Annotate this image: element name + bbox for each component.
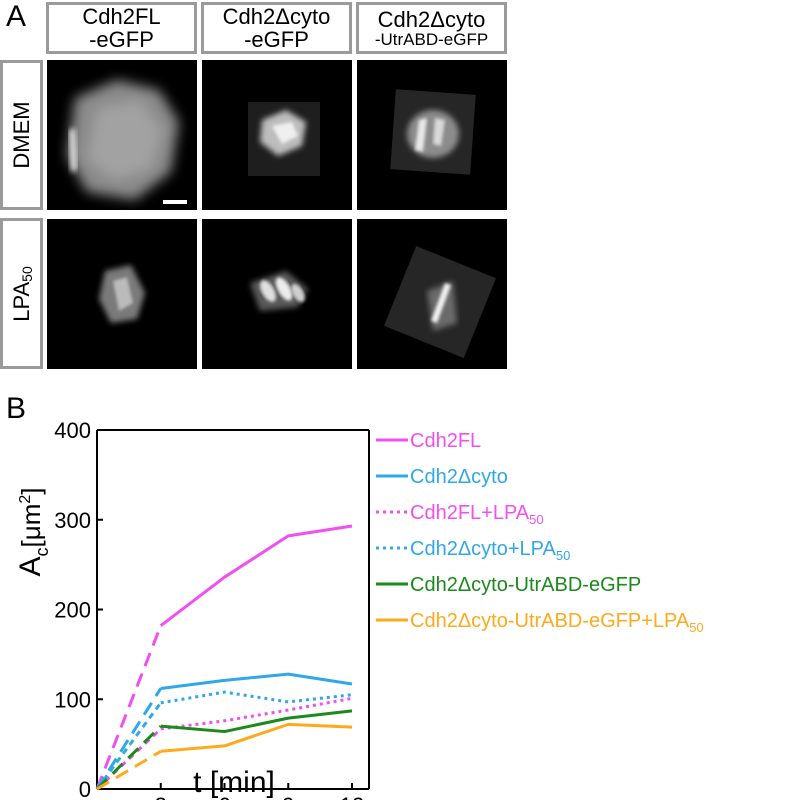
column-header-line1: Cdh2Δcyto (222, 3, 331, 29)
scale-bar (163, 200, 187, 204)
y-axis-label: Ac[μm2] (14, 487, 52, 576)
series-0-initial-segment (95, 625, 163, 790)
row-header-label: DMEM (8, 101, 34, 169)
column-header-line2: -UtrABD-eGFP (374, 29, 489, 49)
micrograph-cdh2fl-lpa (47, 219, 197, 369)
row-header-subscript: 50 (18, 265, 35, 282)
series-3-line (160, 690, 353, 705)
legend-label-3: Cdh2Δcyto+LPA50 (410, 538, 570, 563)
y-tick-label: 0 (79, 777, 91, 800)
column-header-line1: Cdh2Δcyto (377, 6, 486, 32)
y-tick-label: 100 (54, 687, 91, 712)
x-tick-label: 3 (155, 793, 167, 800)
column-header-cdh2dcyto-utrabd: Cdh2Δcyto -UtrABD-eGFP (356, 2, 507, 54)
x-tick-label: 12 (340, 793, 364, 800)
micrograph-cdh2dcyto-utrabd-dmem (357, 60, 507, 210)
line-chart: 0 100 200 300 400 3 6 9 12 Cdh2FL Cdh2Δcyto Cdh2FL+… (14, 418, 704, 800)
y-tick-label: 400 (54, 418, 91, 443)
y-tick-label: 200 (54, 598, 91, 623)
legend-label-2: Cdh2FL+LPA50 (410, 502, 544, 527)
column-header-cdh2dcyto: Cdh2Δcyto -eGFP (201, 2, 352, 54)
panel-a-letter: A (6, 0, 27, 33)
row-header-label: LPA (8, 281, 34, 322)
series-5-initial-segment (96, 750, 162, 791)
x-axis-label: t [min] (193, 766, 275, 799)
series-0-line (159, 524, 353, 627)
legend-label-1: Cdh2Δcyto (410, 466, 508, 488)
series-4-initial-segment (95, 725, 162, 791)
micrograph-cdh2dcyto-dmem (202, 60, 352, 210)
micrograph-cdh2dcyto-lpa (202, 219, 352, 369)
series-1-initial-segment (95, 687, 163, 790)
column-header-cdh2fl: Cdh2FL -eGFP (46, 2, 197, 54)
y-tick-label: 300 (54, 508, 91, 533)
legend-label-5: Cdh2Δcyto-UtrABD-eGFP+LPA50 (410, 610, 704, 635)
column-header-line1: Cdh2FL (82, 3, 161, 29)
series-2-initial-segment (95, 727, 162, 791)
row-header-dmem: DMEM (0, 60, 43, 210)
micrograph-cdh2dcyto-utrabd-lpa (357, 219, 507, 369)
legend-label-0: Cdh2FL (410, 430, 481, 452)
series-4-line (160, 709, 353, 734)
series-5-line (160, 722, 353, 753)
row-header-lpa50: LPA50 (0, 218, 43, 369)
x-tick-label: 6 (218, 793, 230, 800)
series-3-initial-segment (95, 701, 162, 790)
series-1-line (160, 672, 353, 690)
legend-label-4: Cdh2Δcyto-UtrABD-eGFP (410, 574, 641, 596)
column-header-line2: -eGFP (89, 27, 154, 52)
x-tick-label: 9 (282, 793, 294, 800)
series-2-line (160, 696, 353, 731)
panel-b-letter: B (6, 392, 27, 425)
column-header-line2: -eGFP (244, 27, 309, 52)
micrograph-cdh2fl-dmem (47, 60, 197, 210)
